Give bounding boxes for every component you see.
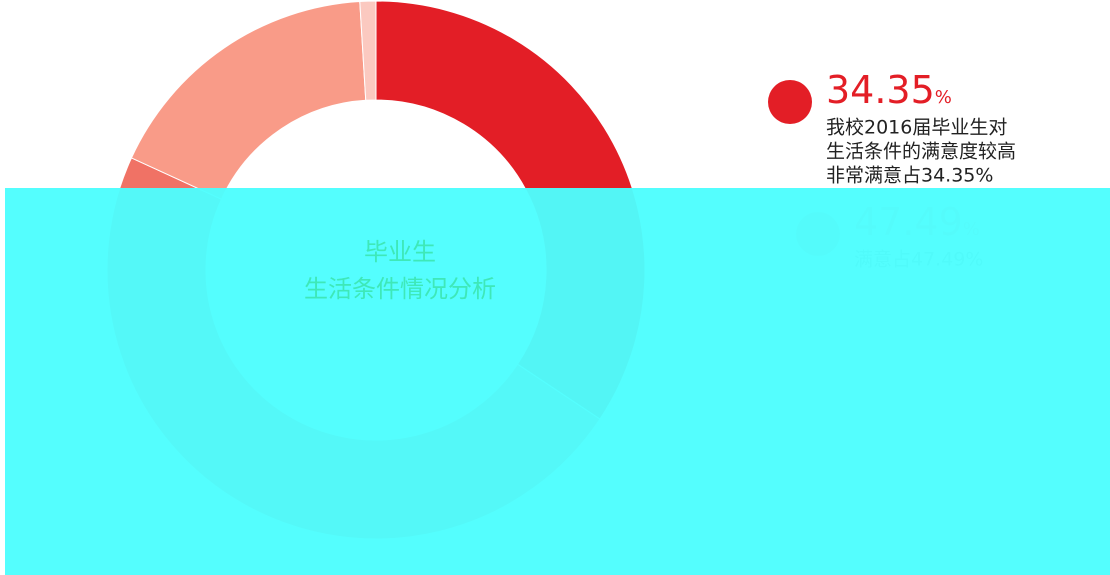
center-subtitle: 生活条件情况分析 xyxy=(304,275,496,303)
legend-unit: % xyxy=(935,87,952,108)
legend-text: 非常满意占34.35% xyxy=(826,165,993,187)
center-title: 毕业生 xyxy=(364,238,436,266)
legend-text: 生活条件的满意度较高 xyxy=(826,141,1016,163)
legend-value: 34.35% xyxy=(826,68,952,112)
legend-number: 34.35 xyxy=(826,68,935,112)
legend-text: 我校2016届毕业生对 xyxy=(826,117,1007,139)
legend-dot xyxy=(768,80,812,124)
overlay xyxy=(5,188,1110,575)
donut-segment xyxy=(359,0,377,101)
donut-segment xyxy=(130,0,367,200)
